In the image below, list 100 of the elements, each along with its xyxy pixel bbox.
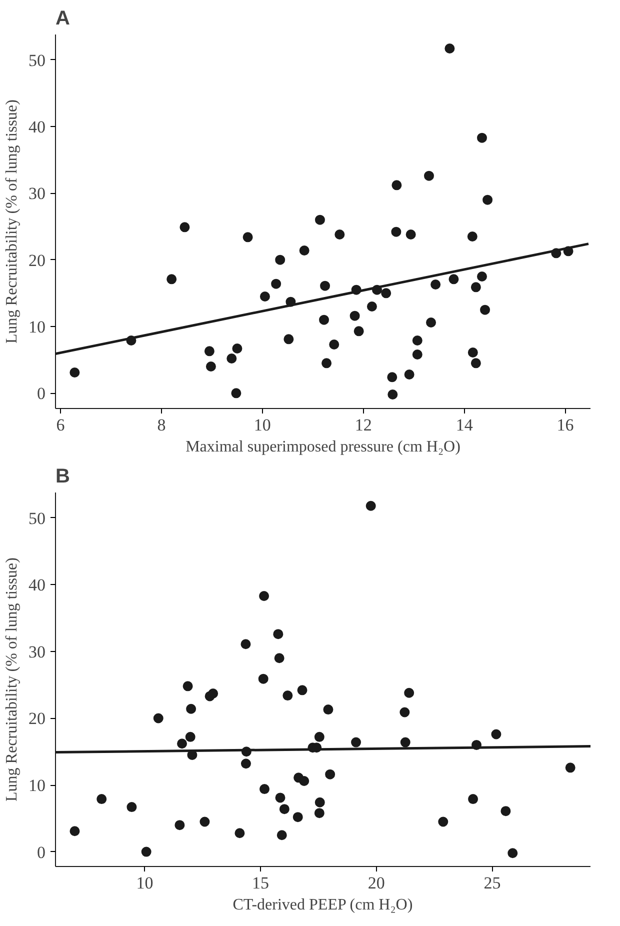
x-tick-label: 25 — [484, 874, 501, 892]
point — [231, 388, 242, 398]
point — [412, 336, 422, 346]
point — [468, 794, 478, 804]
point — [314, 797, 325, 808]
point — [467, 232, 478, 242]
point — [185, 732, 196, 742]
y-tick-label: 50 — [28, 508, 46, 528]
point — [273, 629, 284, 640]
point — [470, 282, 481, 292]
point — [508, 848, 518, 858]
point — [350, 310, 360, 321]
y-axis-title: Lung Recruitability (% of lung tissue) — [4, 558, 20, 802]
point — [476, 132, 487, 143]
point — [259, 784, 270, 794]
point — [387, 372, 398, 382]
point — [351, 737, 362, 748]
point — [70, 826, 80, 836]
point — [424, 170, 434, 181]
y-tick-label: 20 — [28, 250, 46, 270]
point — [426, 318, 436, 328]
point — [274, 653, 284, 664]
point — [468, 348, 478, 358]
chart-title: B — [56, 466, 70, 488]
point — [177, 738, 188, 749]
point — [96, 794, 107, 804]
point — [208, 688, 218, 699]
point — [444, 44, 455, 54]
point — [282, 690, 293, 701]
point — [476, 272, 487, 282]
point — [491, 729, 502, 740]
point — [404, 688, 414, 698]
point — [260, 292, 270, 302]
point — [259, 591, 270, 602]
point — [292, 812, 303, 822]
y-tick-label: 20 — [28, 709, 46, 728]
point — [322, 358, 332, 368]
point — [204, 346, 214, 356]
point — [299, 776, 310, 786]
point — [500, 806, 511, 816]
point — [381, 288, 392, 298]
y-axis-title: Lung Recruitability (% of lung tissue) — [4, 100, 20, 344]
point — [232, 344, 242, 354]
x-tick-label: 16 — [556, 416, 574, 434]
point — [174, 820, 185, 830]
point — [319, 314, 330, 325]
point — [354, 326, 364, 336]
point — [166, 274, 177, 284]
y-tick-label: 40 — [28, 118, 46, 136]
point — [334, 230, 345, 240]
point — [438, 816, 448, 827]
y-tick-label: 40 — [28, 576, 46, 595]
point — [314, 214, 325, 225]
point — [242, 232, 253, 242]
point — [480, 304, 490, 315]
point — [284, 334, 294, 344]
point — [200, 816, 210, 827]
point — [412, 350, 422, 360]
point — [271, 278, 282, 289]
point — [391, 226, 402, 237]
point — [366, 500, 376, 511]
y-tick-label: 10 — [28, 776, 46, 796]
x-tick-label: 6 — [56, 416, 65, 434]
point — [320, 280, 330, 291]
point — [482, 194, 493, 205]
point — [240, 639, 251, 650]
y-tick-label: 0 — [37, 842, 46, 862]
point — [153, 713, 164, 724]
chart-title: A — [56, 8, 70, 30]
point — [234, 828, 245, 838]
point — [279, 804, 290, 814]
x-tick-label: 8 — [157, 416, 166, 434]
point — [404, 370, 414, 380]
point — [448, 274, 459, 284]
y-tick-label: 30 — [28, 184, 46, 204]
point — [240, 758, 251, 769]
point — [226, 354, 237, 364]
point — [141, 846, 152, 857]
y-tick-label: 0 — [37, 384, 46, 404]
x-tick-label: 14 — [456, 416, 474, 434]
point — [297, 685, 308, 696]
point — [126, 802, 137, 812]
point — [392, 180, 402, 190]
y-tick-label: 50 — [28, 50, 46, 70]
y-tick-label: 10 — [28, 318, 46, 336]
point — [182, 681, 193, 692]
point — [400, 737, 410, 748]
x-tick-label: 20 — [368, 874, 385, 892]
point — [206, 362, 216, 372]
point — [430, 280, 441, 290]
point — [565, 762, 576, 773]
x-tick-label: 15 — [252, 874, 270, 892]
point — [299, 246, 310, 256]
x-axis-title: Maximal superimposed pressure (cm H₂O) — [186, 438, 460, 456]
point — [325, 769, 336, 780]
point — [406, 230, 416, 240]
point — [186, 704, 196, 714]
point — [314, 732, 324, 742]
point — [180, 222, 190, 232]
point — [323, 704, 334, 715]
